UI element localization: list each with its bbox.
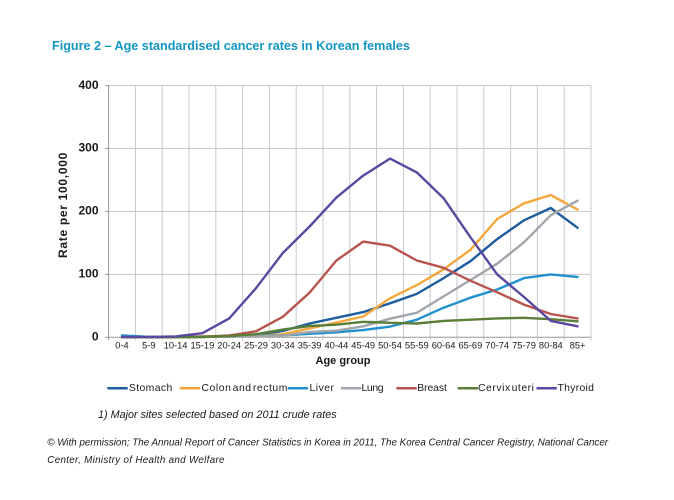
svg-text:Cervix uteri: Cervix uteri — [478, 383, 535, 394]
svg-text:100: 100 — [78, 267, 98, 281]
svg-text:50-54: 50-54 — [378, 341, 402, 351]
svg-text:60-64: 60-64 — [432, 341, 456, 351]
svg-text:65-69: 65-69 — [459, 341, 483, 351]
svg-text:20-24: 20-24 — [217, 341, 241, 351]
svg-text:Age group: Age group — [316, 355, 371, 367]
svg-text:Colon and rectum: Colon and rectum — [202, 383, 288, 394]
svg-text:© With permission; The Annual: © With permission; The Annual Report of … — [47, 438, 608, 449]
svg-text:400: 400 — [78, 78, 98, 92]
svg-text:Thyroid: Thyroid — [558, 383, 595, 394]
svg-text:55-59: 55-59 — [405, 341, 429, 351]
svg-text:15-19: 15-19 — [191, 341, 215, 351]
svg-text:0: 0 — [92, 330, 99, 344]
svg-text:40-44: 40-44 — [325, 341, 349, 351]
svg-text:Rate per 100,000: Rate per 100,000 — [56, 152, 70, 258]
svg-text:70-74: 70-74 — [485, 341, 509, 351]
svg-text:45-49: 45-49 — [351, 341, 375, 351]
svg-text:Liver: Liver — [310, 383, 335, 394]
svg-text:85+: 85+ — [570, 341, 586, 351]
svg-text:80-84: 80-84 — [539, 341, 563, 351]
svg-text:Breast: Breast — [417, 383, 447, 394]
svg-text:5-9: 5-9 — [142, 341, 155, 351]
svg-text:30-34: 30-34 — [271, 341, 295, 351]
svg-text:Lung: Lung — [362, 383, 384, 394]
svg-text:25-29: 25-29 — [244, 341, 268, 351]
svg-text:75-79: 75-79 — [512, 341, 536, 351]
svg-text:10-14: 10-14 — [164, 341, 188, 351]
svg-text:35-39: 35-39 — [298, 341, 322, 351]
svg-text:300: 300 — [78, 141, 98, 155]
svg-text:Stomach: Stomach — [129, 383, 173, 394]
svg-text:Center, Ministry of Health and: Center, Ministry of Health and Welfare — [47, 455, 225, 466]
svg-text:1) Major sites selected based: 1) Major sites selected based on 2011 cr… — [98, 409, 337, 421]
svg-text:0-4: 0-4 — [115, 341, 128, 351]
svg-text:200: 200 — [78, 204, 98, 218]
svg-text:Figure 2 – Age standardised ca: Figure 2 – Age standardised cancer rates… — [52, 39, 410, 53]
